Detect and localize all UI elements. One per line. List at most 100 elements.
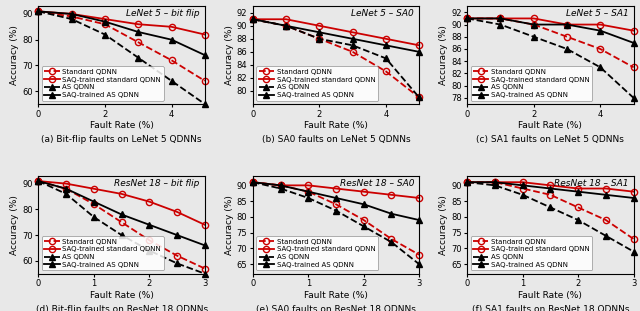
AS QDNN	[382, 57, 390, 60]
AS QDNN	[349, 44, 356, 47]
SAQ-trained AS QDNN	[630, 196, 637, 200]
X-axis label: Fault Rate (%): Fault Rate (%)	[518, 121, 582, 130]
SAQ-trained standard QDNN	[563, 23, 571, 26]
SAQ-trained standard QDNN	[249, 180, 257, 184]
AS QDNN	[316, 37, 323, 41]
SAQ-trained standard QDNN	[201, 33, 209, 36]
Legend: Standard QDNN, SAQ-trained standard QDNN, AS QDNN, SAQ-trained AS QDNN: Standard QDNN, SAQ-trained standard QDNN…	[42, 67, 164, 100]
AS QDNN	[276, 187, 284, 190]
SAQ-trained AS QDNN	[134, 30, 142, 34]
Standard QDNN	[101, 22, 109, 26]
SAQ-trained AS QDNN	[382, 44, 390, 47]
SAQ-trained standard QDNN	[415, 196, 423, 200]
SAQ-trained AS QDNN	[145, 223, 153, 227]
SAQ-trained standard QDNN	[530, 16, 538, 20]
AS QDNN	[173, 262, 181, 265]
AS QDNN	[415, 262, 423, 266]
AS QDNN	[68, 17, 76, 21]
AS QDNN	[530, 35, 538, 39]
SAQ-trained AS QDNN	[596, 29, 604, 33]
Standard QDNN	[68, 15, 76, 18]
AS QDNN	[35, 10, 42, 13]
SAQ-trained AS QDNN	[388, 212, 396, 216]
Standard QDNN	[349, 50, 356, 54]
X-axis label: Fault Rate (%): Fault Rate (%)	[90, 291, 154, 300]
SAQ-trained standard QDNN	[276, 183, 284, 187]
AS QDNN	[463, 180, 471, 184]
Line: SAQ-trained AS QDNN: SAQ-trained AS QDNN	[250, 16, 422, 55]
SAQ-trained standard QDNN	[491, 180, 499, 184]
Text: (b) SA0 faults on LeNet 5 QDNNs: (b) SA0 faults on LeNet 5 QDNNs	[262, 135, 410, 144]
SAQ-trained standard QDNN	[519, 180, 527, 184]
AS QDNN	[630, 250, 637, 253]
Line: SAQ-trained standard QDNN: SAQ-trained standard QDNN	[464, 179, 637, 195]
Line: SAQ-trained standard QDNN: SAQ-trained standard QDNN	[35, 178, 208, 228]
SAQ-trained standard QDNN	[349, 30, 356, 34]
Standard QDNN	[574, 206, 582, 209]
Standard QDNN	[168, 58, 175, 62]
AS QDNN	[62, 192, 70, 196]
SAQ-trained AS QDNN	[249, 180, 257, 184]
SAQ-trained standard QDNN	[547, 183, 554, 187]
Y-axis label: Accuracy (%): Accuracy (%)	[10, 195, 19, 255]
Standard QDNN	[173, 254, 181, 258]
Legend: Standard QDNN, SAQ-trained standard QDNN, AS QDNN, SAQ-trained AS QDNN: Standard QDNN, SAQ-trained standard QDNN…	[470, 236, 593, 270]
Standard QDNN	[276, 183, 284, 187]
SAQ-trained standard QDNN	[415, 44, 423, 47]
AS QDNN	[602, 234, 610, 238]
SAQ-trained AS QDNN	[173, 233, 181, 237]
SAQ-trained standard QDNN	[101, 17, 109, 21]
Standard QDNN	[316, 37, 323, 41]
AS QDNN	[596, 66, 604, 69]
SAQ-trained AS QDNN	[463, 16, 471, 20]
SAQ-trained AS QDNN	[90, 200, 98, 203]
Line: Standard QDNN: Standard QDNN	[35, 178, 208, 272]
Standard QDNN	[519, 187, 527, 190]
AS QDNN	[630, 96, 637, 100]
Standard QDNN	[388, 237, 396, 241]
SAQ-trained standard QDNN	[602, 187, 610, 190]
SAQ-trained AS QDNN	[415, 218, 423, 222]
SAQ-trained AS QDNN	[415, 50, 423, 54]
AS QDNN	[168, 79, 175, 83]
Line: Standard QDNN: Standard QDNN	[250, 16, 422, 100]
Line: SAQ-trained AS QDNN: SAQ-trained AS QDNN	[464, 15, 637, 46]
SAQ-trained AS QDNN	[360, 202, 367, 206]
SAQ-trained standard QDNN	[168, 25, 175, 29]
SAQ-trained standard QDNN	[360, 190, 367, 193]
Text: (f) SA1 faults on ResNet 18 QDNNs: (f) SA1 faults on ResNet 18 QDNNs	[472, 305, 629, 311]
AS QDNN	[35, 179, 42, 183]
X-axis label: Fault Rate (%): Fault Rate (%)	[90, 121, 154, 130]
SAQ-trained AS QDNN	[276, 183, 284, 187]
AS QDNN	[563, 47, 571, 51]
AS QDNN	[118, 233, 125, 237]
X-axis label: Fault Rate (%): Fault Rate (%)	[304, 121, 368, 130]
SAQ-trained AS QDNN	[497, 16, 504, 20]
Standard QDNN	[305, 190, 312, 193]
Standard QDNN	[415, 253, 423, 257]
Standard QDNN	[563, 35, 571, 39]
Text: ResNet 18 – bit flip: ResNet 18 – bit flip	[115, 179, 200, 188]
Line: Standard QDNN: Standard QDNN	[464, 15, 637, 71]
SAQ-trained AS QDNN	[35, 10, 42, 13]
AS QDNN	[134, 56, 142, 59]
Standard QDNN	[332, 202, 340, 206]
Line: SAQ-trained AS QDNN: SAQ-trained AS QDNN	[35, 178, 208, 248]
Y-axis label: Accuracy (%): Accuracy (%)	[10, 25, 19, 85]
SAQ-trained standard QDNN	[201, 223, 209, 227]
Line: AS QDNN: AS QDNN	[35, 178, 208, 277]
Standard QDNN	[201, 79, 209, 83]
SAQ-trained standard QDNN	[316, 24, 323, 28]
Text: LeNet 5 – bit flip: LeNet 5 – bit flip	[126, 9, 200, 18]
SAQ-trained standard QDNN	[630, 29, 637, 33]
AS QDNN	[360, 225, 367, 228]
Standard QDNN	[382, 70, 390, 73]
Line: Standard QDNN: Standard QDNN	[35, 8, 208, 84]
AS QDNN	[491, 183, 499, 187]
Text: ResNet 18 – SA0: ResNet 18 – SA0	[340, 179, 414, 188]
SAQ-trained standard QDNN	[90, 187, 98, 191]
AS QDNN	[519, 193, 527, 197]
SAQ-trained standard QDNN	[497, 16, 504, 20]
SAQ-trained standard QDNN	[134, 22, 142, 26]
SAQ-trained AS QDNN	[602, 193, 610, 197]
